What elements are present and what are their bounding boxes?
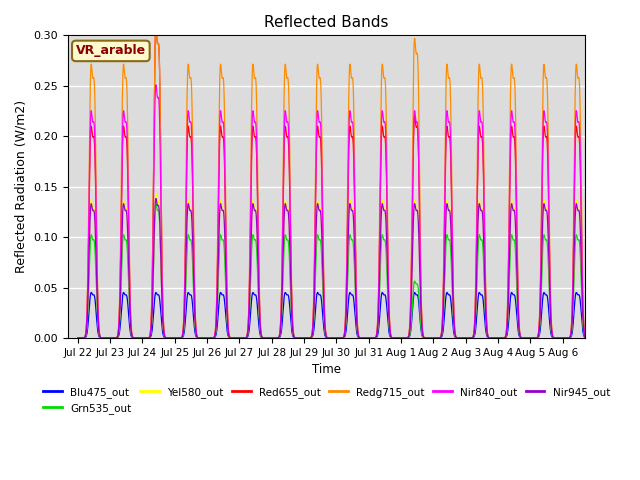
X-axis label: Time: Time [312, 363, 341, 376]
Title: Reflected Bands: Reflected Bands [264, 15, 389, 30]
Y-axis label: Reflected Radiation (W/m2): Reflected Radiation (W/m2) [15, 100, 28, 273]
Legend: Blu475_out, Grn535_out, Yel580_out, Red655_out, Redg715_out, Nir840_out, Nir945_: Blu475_out, Grn535_out, Yel580_out, Red6… [39, 383, 614, 418]
Text: VR_arable: VR_arable [76, 45, 146, 58]
